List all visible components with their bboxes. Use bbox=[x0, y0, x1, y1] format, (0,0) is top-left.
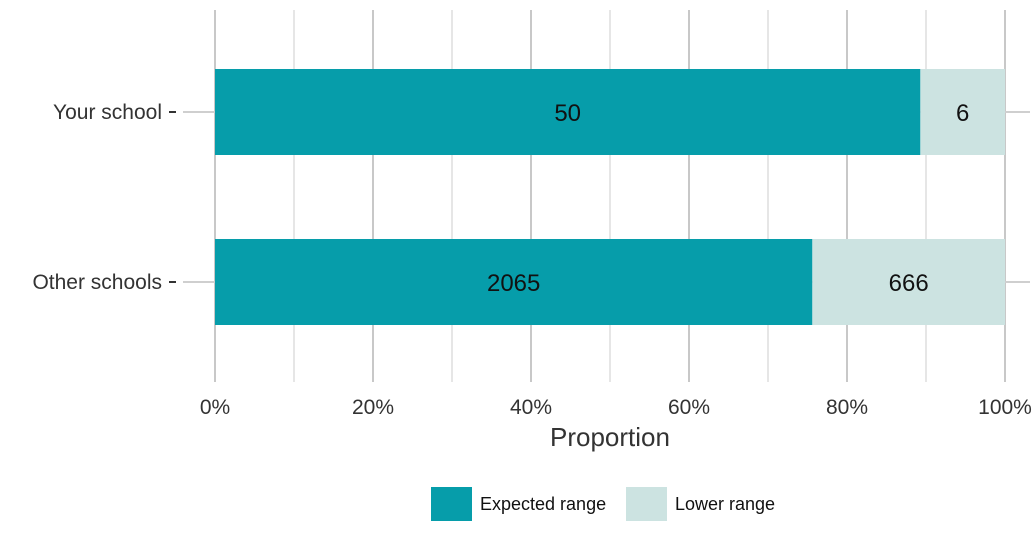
legend-label: Lower range bbox=[675, 494, 775, 514]
bar-segment-expected bbox=[215, 69, 921, 155]
bar-segment-lower bbox=[812, 239, 1005, 325]
bar-segment-lower bbox=[920, 69, 1005, 155]
legend-swatch bbox=[431, 487, 472, 521]
x-tick-label: 80% bbox=[826, 396, 868, 419]
bar-value-label: 6 bbox=[956, 100, 969, 127]
bar-value-label: 666 bbox=[889, 270, 929, 297]
bar-value-label: 50 bbox=[554, 100, 581, 127]
bar-value-label: 2065 bbox=[487, 270, 540, 297]
y-tick-label: Your school bbox=[53, 101, 162, 124]
legend-swatch bbox=[626, 487, 667, 521]
x-tick-label: 60% bbox=[668, 396, 710, 419]
bars: 50 6 2065 666 bbox=[215, 69, 1005, 325]
x-axis-title: Proportion bbox=[550, 422, 670, 452]
x-tick-label: 40% bbox=[510, 396, 552, 419]
grid-lines bbox=[183, 10, 1030, 382]
x-tick-label: 0% bbox=[200, 396, 230, 419]
x-tick-label: 100% bbox=[978, 396, 1032, 419]
legend: Expected range Lower range bbox=[431, 487, 775, 521]
y-tick-label: Other schools bbox=[32, 271, 162, 294]
y-axis: Your school Other schools bbox=[32, 101, 176, 294]
bar-segment-expected bbox=[215, 239, 813, 325]
legend-label: Expected range bbox=[480, 494, 606, 514]
x-tick-label: 20% bbox=[352, 396, 394, 419]
x-axis: 0% 20% 40% 60% 80% 100% bbox=[200, 396, 1032, 419]
